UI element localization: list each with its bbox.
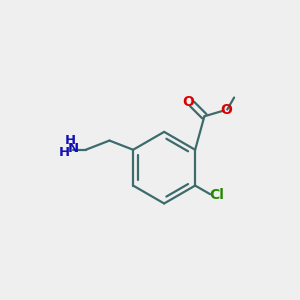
Text: Cl: Cl	[209, 188, 224, 202]
Text: H: H	[59, 146, 70, 159]
Text: O: O	[182, 95, 194, 109]
Text: O: O	[220, 103, 232, 117]
Text: N: N	[68, 142, 79, 155]
Text: H: H	[65, 134, 76, 148]
